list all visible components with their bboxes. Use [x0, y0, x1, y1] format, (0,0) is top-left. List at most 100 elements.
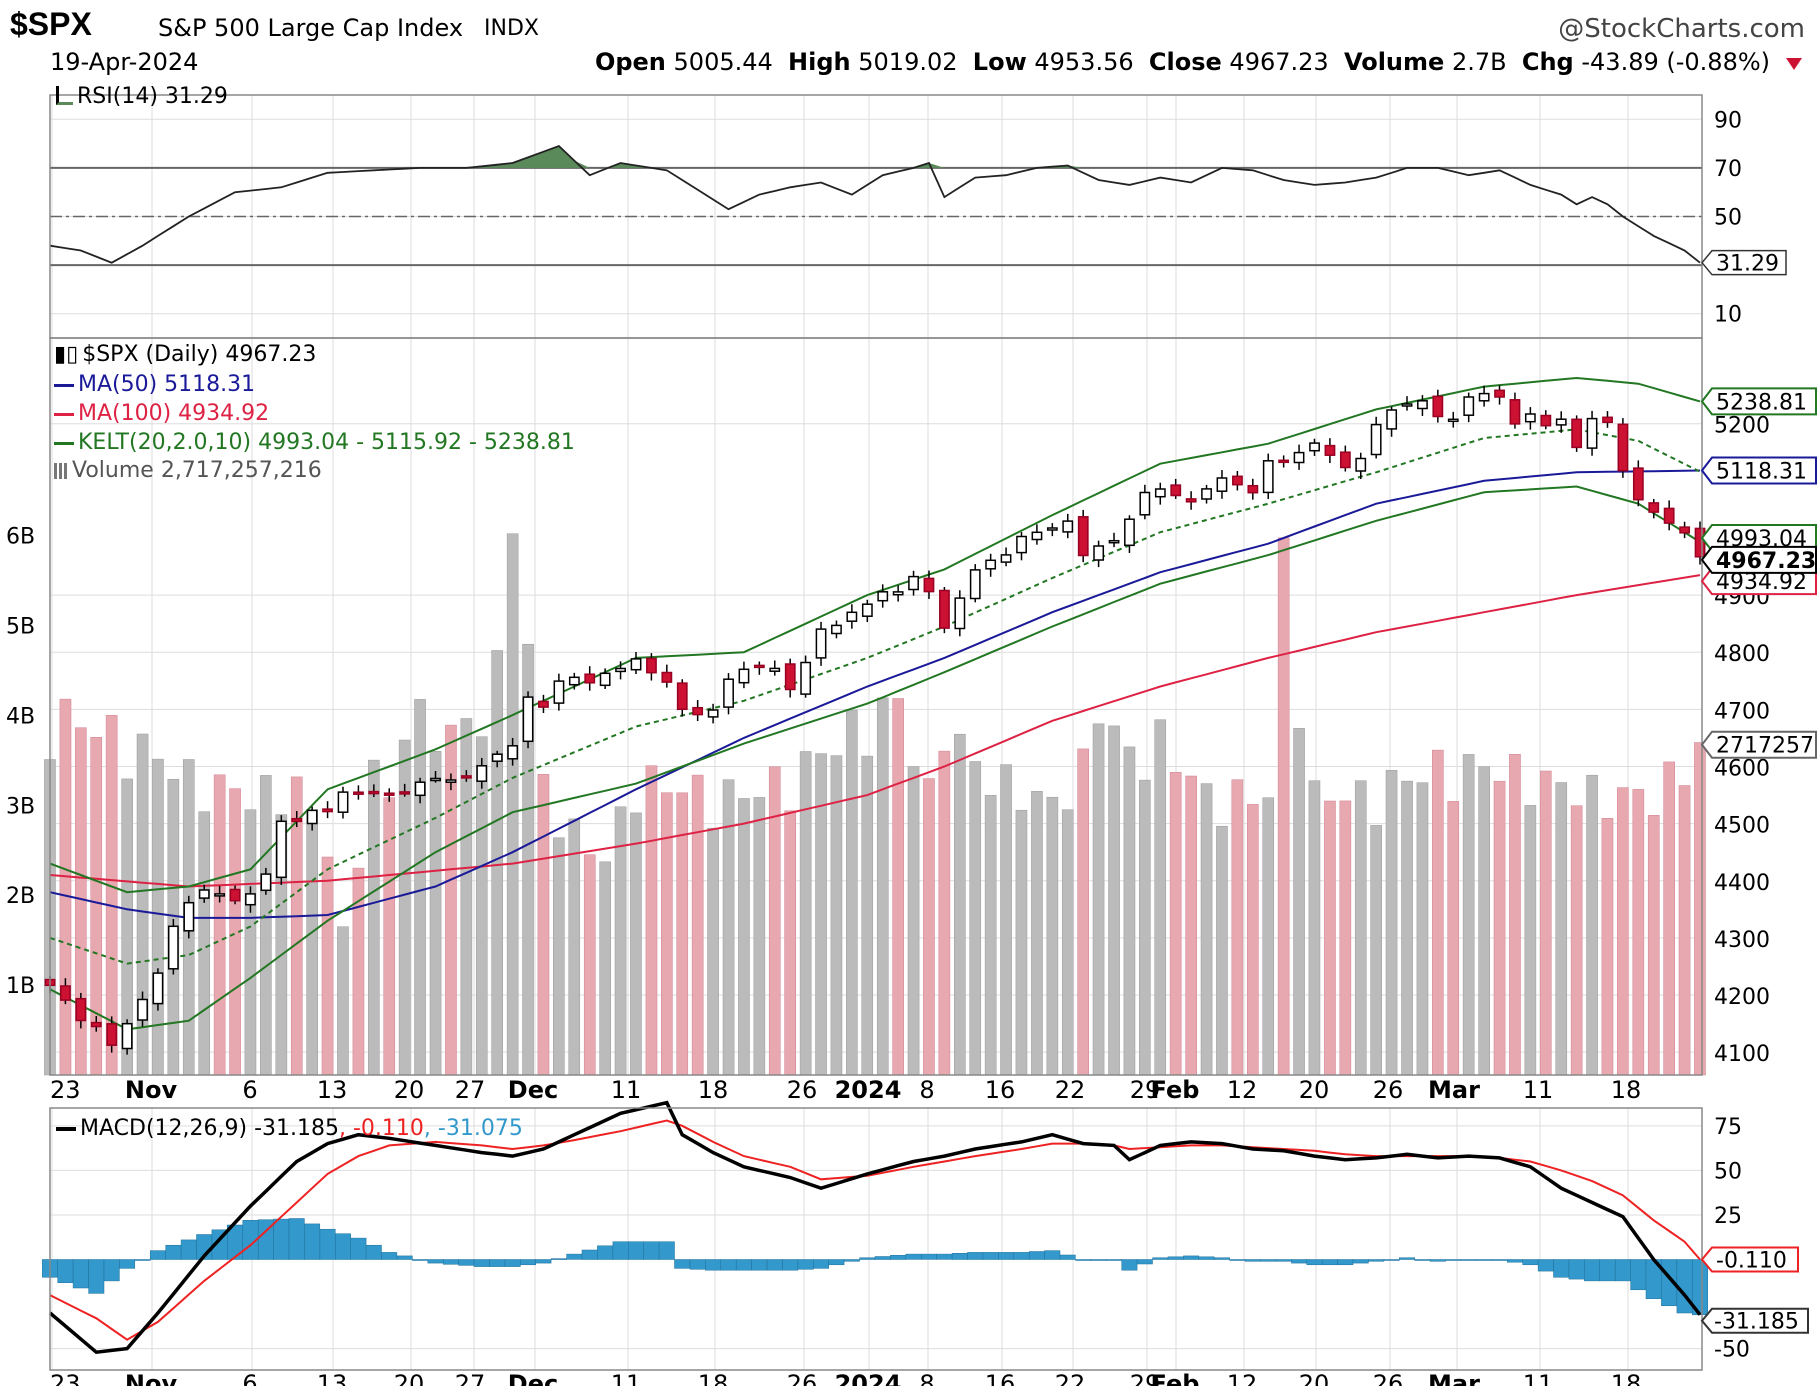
volume-bar	[1339, 800, 1352, 1076]
candle-body	[245, 893, 256, 906]
exchange-code: INDX	[484, 16, 539, 41]
ma50-line	[49, 469, 1701, 919]
volume-value-tag	[1700, 730, 1817, 759]
ma50-legend-text: MA(50) 5118.31	[78, 372, 256, 397]
candle	[1463, 392, 1475, 423]
candle	[245, 886, 256, 913]
volume-bars	[44, 533, 1706, 1076]
candle	[368, 784, 380, 798]
macd-histogram-bar	[149, 1250, 166, 1260]
candle-body	[275, 820, 287, 879]
grid-layer	[50, 95, 1703, 1370]
x-axis-label: Mar	[1428, 1076, 1480, 1104]
candle	[460, 770, 472, 782]
candle-body	[1339, 451, 1351, 469]
macd-histogram-bar	[1429, 1259, 1446, 1262]
macd-histogram-bar	[304, 1223, 321, 1260]
volume-tick-label: 4B	[6, 704, 35, 729]
volume-bar	[1663, 761, 1675, 1076]
volume-bar	[861, 755, 874, 1076]
source-logo[interactable]: @StockCharts.com	[1558, 14, 1805, 44]
candle	[969, 564, 981, 603]
candle	[1648, 498, 1660, 519]
x-axis-label-bottom: 12	[1227, 1370, 1258, 1386]
macd-histogram-bar	[1614, 1259, 1631, 1282]
panel-frame	[49, 1107, 1703, 1371]
candle-body	[1077, 516, 1089, 557]
candle	[337, 786, 349, 819]
candle	[1262, 453, 1274, 500]
volume-bar	[537, 774, 550, 1076]
macd-histogram-bar	[1352, 1259, 1369, 1264]
macd-histogram-bar	[998, 1252, 1015, 1260]
candle-body	[167, 925, 179, 970]
macd-tick-label: 75	[1714, 1115, 1742, 1140]
volume-bar	[1462, 754, 1475, 1076]
high-label: High	[788, 48, 851, 76]
candle	[1432, 389, 1444, 423]
volume-bar	[321, 856, 334, 1076]
macd-histogram-bar	[504, 1259, 521, 1267]
candle	[1370, 416, 1382, 459]
candle-body	[430, 777, 441, 782]
candle-body	[368, 790, 380, 795]
volume-bar	[722, 779, 735, 1076]
macd-histogram-bar	[1059, 1254, 1076, 1260]
macd-histogram-bar	[874, 1256, 891, 1260]
volume-bar	[59, 698, 72, 1076]
volume-bar	[846, 709, 858, 1076]
volume-value-label: 2717257	[1716, 734, 1814, 759]
panel-frames	[49, 94, 1703, 1371]
candle	[353, 785, 364, 800]
candle-body	[1370, 423, 1382, 456]
x-axis-label-bottom: 26	[787, 1370, 818, 1386]
candle-body	[1278, 459, 1290, 464]
candle	[1170, 478, 1182, 499]
macd-histogram-bar	[905, 1253, 922, 1260]
volume-bar	[1539, 770, 1552, 1076]
candle	[214, 885, 226, 903]
macd-histogram-bar	[1399, 1257, 1415, 1260]
macd-histogram-bar	[1568, 1259, 1585, 1280]
candle	[275, 815, 287, 885]
volume-bar	[1586, 774, 1598, 1076]
candle-body	[399, 791, 411, 795]
candle-body	[1447, 418, 1459, 423]
kelt-upper-line	[49, 376, 1701, 894]
price-tick-label: 4300	[1714, 928, 1770, 953]
volume-bar	[1308, 780, 1321, 1076]
candle-body	[1494, 389, 1505, 398]
candle	[1154, 482, 1166, 505]
candle	[1062, 513, 1074, 539]
candle	[661, 664, 673, 688]
candle	[414, 777, 426, 804]
volume-tick-label: 5B	[6, 615, 35, 640]
candle-body	[291, 817, 303, 823]
x-axis-label-bottom: 16	[985, 1370, 1016, 1386]
macd-histogram-bar	[643, 1241, 660, 1260]
macd-histogram-bar	[1075, 1259, 1092, 1261]
macd-histogram-bar	[1522, 1259, 1539, 1266]
volume-bar	[768, 766, 781, 1076]
macd-histogram-bar	[1553, 1259, 1570, 1278]
down-arrow-icon	[1786, 58, 1802, 70]
x-axis-label: Feb	[1151, 1076, 1200, 1104]
x-axis-label: 16	[985, 1076, 1016, 1104]
macd-histogram-bar	[1414, 1259, 1431, 1261]
volume-bar	[1432, 749, 1444, 1076]
macd-histogram-bar	[1291, 1259, 1308, 1264]
candle	[584, 666, 596, 691]
x-axis-label: Dec	[508, 1076, 558, 1104]
x-axis-label: 18	[698, 1076, 729, 1104]
macd-histogram-bar	[658, 1241, 675, 1260]
candle-body	[460, 775, 472, 779]
x-axis-label: 23	[50, 1076, 81, 1104]
candle-body	[1154, 488, 1166, 498]
candle	[707, 703, 719, 724]
volume-label: Volume	[1343, 48, 1445, 76]
candle-body	[692, 706, 704, 716]
candle	[1571, 415, 1583, 452]
x-axis-label: 11	[611, 1076, 642, 1104]
macd-histogram-bar	[689, 1259, 706, 1270]
